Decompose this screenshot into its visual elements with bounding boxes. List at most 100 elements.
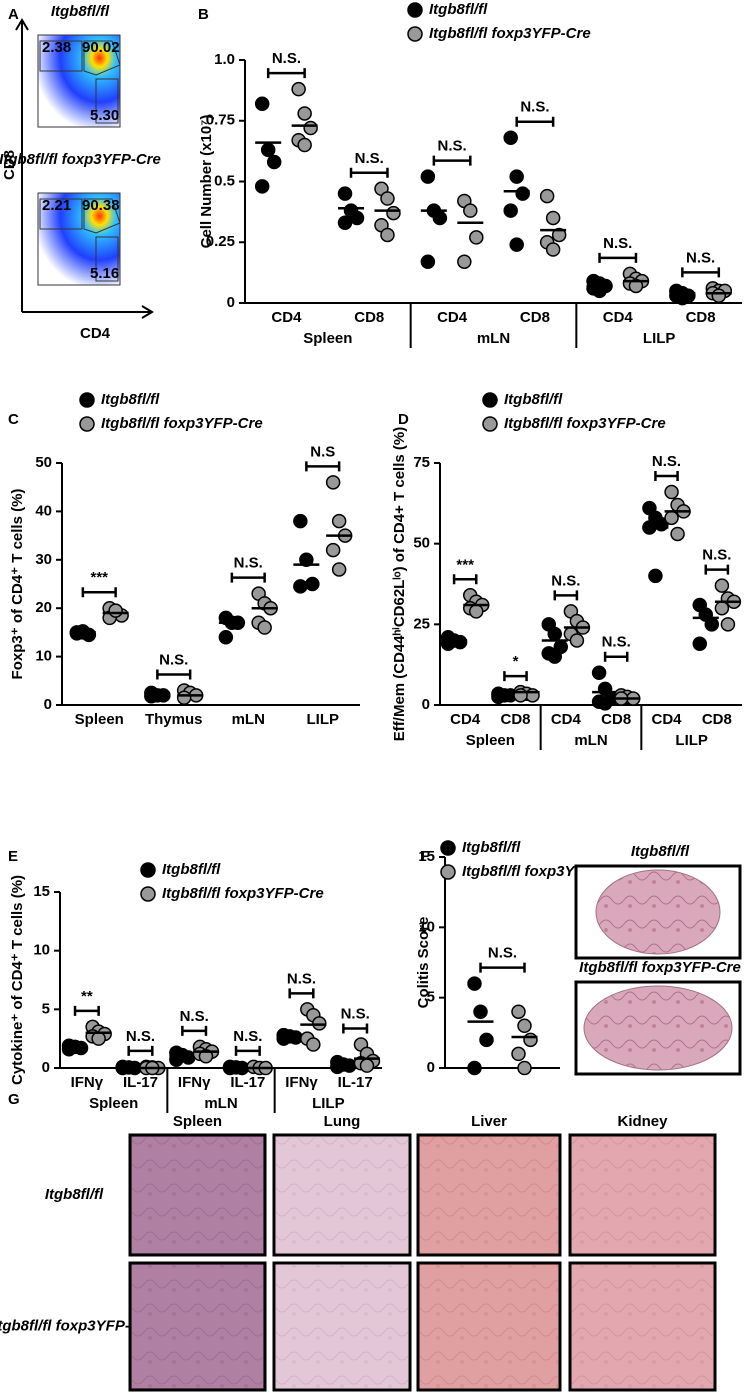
legend-marker bbox=[79, 416, 95, 432]
group-label: LILP bbox=[312, 1095, 345, 1112]
dot bbox=[509, 237, 524, 252]
gate bbox=[39, 40, 121, 124]
axis-label: CD8 bbox=[1, 150, 18, 180]
group-label: LILP bbox=[643, 330, 676, 347]
y-tick-label: 15 bbox=[418, 848, 435, 865]
significance-label: N.S. bbox=[702, 547, 731, 564]
dot bbox=[714, 578, 730, 593]
group-label: Spleen bbox=[466, 732, 515, 749]
y-axis-label: Cell Number (x10⁷) bbox=[198, 115, 215, 249]
dot bbox=[325, 542, 341, 558]
significance-bracket bbox=[234, 1045, 261, 1056]
dot bbox=[452, 634, 468, 650]
significance-label: N.S. bbox=[126, 1028, 155, 1045]
legend-marker bbox=[482, 392, 498, 408]
dot bbox=[420, 169, 436, 184]
dot bbox=[473, 1004, 488, 1019]
dot bbox=[293, 579, 308, 594]
x-tick-label: CD8 bbox=[686, 309, 716, 326]
legend-label: Itgb8fl/fl bbox=[101, 391, 160, 408]
significance-bracket bbox=[681, 267, 721, 278]
dot bbox=[349, 210, 365, 226]
significance-bracket bbox=[432, 155, 472, 166]
significance-label: N.S. bbox=[488, 945, 517, 962]
y-tick-label: 0 bbox=[42, 1059, 50, 1076]
legend-marker bbox=[440, 864, 456, 880]
legend-marker bbox=[407, 2, 423, 18]
legend-label: Itgb8fl/fl foxp3YFP-Cre bbox=[504, 415, 666, 432]
significance-bracket bbox=[704, 564, 730, 575]
dot bbox=[297, 137, 312, 153]
y-tick-label: 1.0 bbox=[214, 51, 235, 68]
significance-bracket bbox=[156, 669, 192, 680]
dot bbox=[420, 254, 436, 269]
column-label: Spleen bbox=[173, 1113, 222, 1130]
x-tick-label: CD4 bbox=[450, 711, 481, 728]
x-tick-label: CD4 bbox=[437, 309, 468, 326]
row-label: Itgb8fl/fl foxp3YFP-Cre bbox=[0, 1317, 155, 1334]
y-tick-label: 0.25 bbox=[206, 233, 235, 250]
axis-label: CD4 bbox=[80, 325, 111, 342]
legend-label: Itgb8fl/fl bbox=[162, 861, 221, 878]
y-tick-label: 0 bbox=[422, 696, 430, 713]
dot bbox=[108, 603, 123, 618]
dot bbox=[299, 552, 314, 568]
significance-bracket bbox=[305, 461, 341, 472]
legend-marker bbox=[140, 886, 156, 902]
y-tick-label: 20 bbox=[35, 599, 52, 616]
x-tick-label: IFNγ bbox=[285, 1074, 318, 1091]
flow-plot bbox=[37, 192, 121, 286]
dot bbox=[664, 484, 679, 500]
x-tick-label: CD8 bbox=[520, 309, 550, 326]
plot-label: Itgb8fl/fl foxp3YFP-Cre bbox=[0, 151, 161, 168]
y-tick-label: 30 bbox=[35, 551, 52, 568]
dot bbox=[380, 191, 395, 206]
histology-texture bbox=[276, 1137, 408, 1253]
x-tick-label: Spleen bbox=[75, 711, 124, 728]
x-tick-label: IFNγ bbox=[178, 1074, 211, 1091]
group-label: mLN bbox=[574, 732, 607, 749]
y-axis-label: Foxp3⁺ of CD4⁺ T cells (%) bbox=[9, 489, 26, 680]
x-tick-label: IL-17 bbox=[123, 1074, 158, 1091]
dot bbox=[198, 1049, 214, 1064]
dot bbox=[648, 568, 663, 584]
gate-value: 2.21 bbox=[42, 197, 71, 214]
dot bbox=[511, 1004, 526, 1019]
dot bbox=[711, 288, 727, 303]
legend-marker bbox=[140, 862, 156, 878]
dot bbox=[503, 130, 518, 146]
dot bbox=[254, 179, 270, 194]
significance-bracket bbox=[654, 471, 679, 482]
image-label: Itgb8fl/fl bbox=[631, 843, 690, 860]
histology-texture bbox=[132, 1137, 263, 1253]
dot bbox=[218, 629, 234, 645]
x-tick-label: mLN bbox=[232, 711, 265, 728]
significance-bracket bbox=[515, 116, 555, 127]
significance-bracket bbox=[503, 671, 528, 682]
arrow-head bbox=[15, 18, 29, 31]
legend-label: Itgb8fl/fl bbox=[462, 839, 521, 856]
significance-label: *** bbox=[90, 569, 108, 586]
significance-label: N.S. bbox=[520, 99, 549, 116]
gate-value: 90.38 bbox=[82, 197, 120, 214]
y-tick-label: 50 bbox=[35, 454, 52, 471]
y-tick-label: 50 bbox=[413, 535, 430, 552]
group-label: mLN bbox=[204, 1095, 237, 1112]
y-axis-label: Eff/Mem (CD44ʰⁱCD62Lˡᵒ) of CD4+ T cells … bbox=[391, 427, 408, 741]
significance-label: N.S. bbox=[234, 555, 263, 572]
y-tick-label: 10 bbox=[418, 918, 435, 935]
significance-bracket bbox=[181, 1025, 208, 1036]
panel-letter: C bbox=[8, 411, 19, 428]
gate-value: 5.30 bbox=[90, 107, 119, 124]
legend-label: Itgb8fl/fl foxp3YFP-Cre bbox=[162, 885, 324, 902]
dot bbox=[547, 649, 563, 664]
dot bbox=[297, 106, 312, 121]
x-tick-label: CD8 bbox=[702, 711, 732, 728]
x-tick-label: CD4 bbox=[651, 711, 682, 728]
dot bbox=[547, 626, 563, 642]
dot bbox=[517, 1018, 532, 1034]
tissue-image bbox=[595, 869, 721, 955]
dot bbox=[479, 1032, 494, 1048]
dot bbox=[337, 186, 353, 201]
